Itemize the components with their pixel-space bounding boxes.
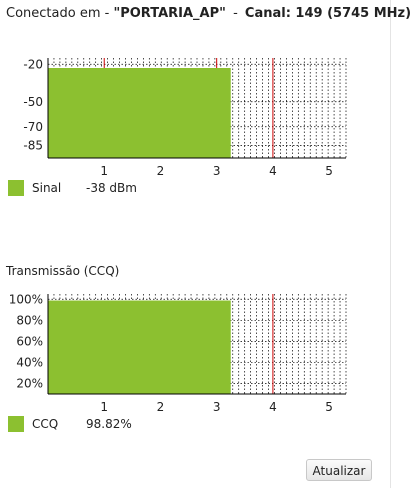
header-separator: -	[233, 6, 238, 21]
signal-legend-swatch	[8, 180, 24, 196]
signal-y-tick-label: -85	[23, 139, 43, 153]
ccq-legend-swatch	[8, 416, 24, 432]
signal-x-tick-label: 4	[269, 164, 277, 178]
ccq-x-tick-label: 5	[325, 400, 333, 414]
ccq-area	[48, 300, 231, 394]
ccq-x-tick-label: 4	[269, 400, 277, 414]
channel-info: Canal: 149 (5745 MHz)	[244, 6, 412, 21]
panel-divider	[390, 0, 391, 488]
ccq-x-tick-label: 1	[100, 400, 108, 414]
ccq-y-tick-label: 20%	[16, 376, 43, 390]
signal-y-tick-label: -20	[23, 57, 43, 71]
signal-area	[48, 68, 231, 158]
signal-y-tick-label: -50	[23, 95, 43, 109]
ccq-x-tick-label: 3	[213, 400, 221, 414]
connection-header: Conectado em - "PORTARIA_AP" - Canal: 14…	[6, 6, 411, 21]
connected-prefix: Conectado em -	[6, 6, 110, 21]
ccq-y-tick-label: 100%	[9, 292, 43, 306]
signal-chart: -20 -50 -70 -85 1 2 3 4 5	[0, 50, 350, 180]
signal-x-tick-label: 3	[213, 164, 221, 178]
signal-plot: -20 -50 -70 -85 1 2 3 4 5	[23, 57, 347, 178]
refresh-button[interactable]: Atualizar	[306, 459, 372, 481]
signal-x-tick-label: 2	[157, 164, 165, 178]
ccq-plot: 100% 80% 60% 40% 20% 1 2 3 4 5	[9, 292, 347, 414]
ccq-x-tick-label: 2	[157, 400, 165, 414]
ccq-legend-name: CCQ	[32, 417, 59, 431]
signal-x-tick-label: 1	[100, 164, 108, 178]
ccq-y-tick-label: 60%	[16, 334, 43, 348]
ssid-name: "PORTARIA_AP"	[113, 6, 226, 21]
ccq-section-title: Transmissão (CCQ)	[6, 264, 120, 278]
ccq-y-tick-label: 40%	[16, 355, 43, 369]
ccq-y-tick-label: 80%	[16, 313, 43, 327]
signal-x-tick-label: 5	[325, 164, 333, 178]
ccq-chart: 100% 80% 60% 40% 20% 1 2 3 4 5	[0, 286, 350, 416]
signal-legend-name: Sinal	[32, 181, 62, 195]
signal-legend-value: -38 dBm	[86, 181, 137, 195]
ccq-legend-value: 98.82%	[86, 417, 132, 431]
signal-y-tick-label: -70	[23, 120, 43, 134]
